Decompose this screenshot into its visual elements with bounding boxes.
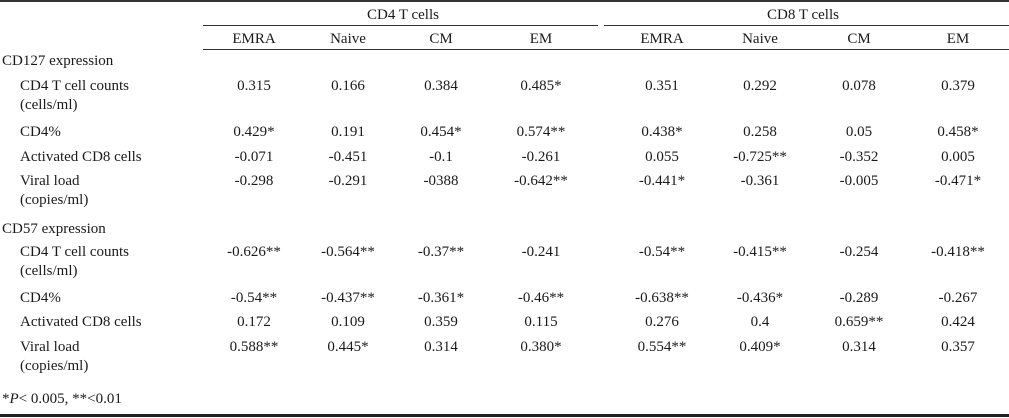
row-label-unit: (copies/ml) (20, 192, 89, 208)
table-cell: 0.409* (739, 339, 781, 355)
row-label-unit: (cells/ml) (20, 263, 78, 279)
row-label: CD4% (20, 290, 61, 306)
table-cell: -0.418** (931, 244, 985, 260)
table-cell: -0.254 (839, 244, 879, 260)
table-cell: -0.298 (234, 173, 274, 189)
column-header: CM (847, 31, 871, 47)
table-cell: -0.436* (736, 290, 784, 306)
table-top-rule (0, 0, 1009, 2)
table-cell: 0.445* (327, 339, 369, 355)
table-cell: 0.115 (524, 314, 558, 330)
row-label: CD4% (20, 124, 61, 140)
row-label-unit: (cells/ml) (20, 97, 78, 113)
table-cell: -0.471* (934, 173, 982, 189)
table-cell: 0.166 (331, 78, 365, 94)
group-header-cd4: CD4 T cells (367, 7, 439, 23)
table-bottom-rule (0, 414, 1009, 417)
table-cell: -0.638** (635, 290, 689, 306)
table-cell: 0.424 (941, 314, 975, 330)
table-cell: 0.005 (941, 149, 975, 165)
table-cell: -0.37** (417, 244, 465, 260)
table-cell: 0.458* (937, 124, 979, 140)
table-cell: -0.54** (638, 244, 686, 260)
table-cell: -0388 (423, 173, 459, 189)
table-cell: 0.454* (420, 124, 462, 140)
table-cell: 0.438* (641, 124, 683, 140)
row-label-unit: (copies/ml) (20, 358, 89, 374)
table-cell: -0.261 (521, 149, 561, 165)
table-cell: -0.415** (733, 244, 787, 260)
table-cell: 0.485* (520, 78, 562, 94)
footnote: *P< 0.005, **<0.01 (2, 390, 122, 408)
table-cell: -0.441* (638, 173, 686, 189)
table-cell: -0.361* (417, 290, 465, 306)
table-cell: 0.359 (424, 314, 458, 330)
table-cell: 0.078 (842, 78, 876, 94)
table-cell: -0.361 (740, 173, 780, 189)
table-cell: 0.574** (516, 124, 566, 140)
table-cell: -0.451 (328, 149, 368, 165)
column-header-rule (203, 49, 1009, 50)
row-label: Viral load (20, 339, 80, 355)
table-cell: 0.315 (237, 78, 271, 94)
column-header: EM (946, 31, 970, 47)
row-label: CD4 T cell counts (20, 78, 130, 94)
table-cell: 0.055 (645, 149, 679, 165)
footnote-star: * (2, 391, 10, 407)
column-header: CM (429, 31, 453, 47)
table-cell: 0.554** (637, 339, 687, 355)
table-cell: 0.588** (229, 339, 279, 355)
table-cell: -0.005 (839, 173, 879, 189)
row-label: CD4 T cell counts (20, 244, 130, 260)
table-cell: -0.564** (321, 244, 375, 260)
table-cell: 0.109 (331, 314, 365, 330)
table-cell: 0.05 (845, 124, 873, 140)
table-cell: -0.54** (230, 290, 278, 306)
section-title: CD127 expression (2, 53, 114, 69)
table-cell: -0.291 (328, 173, 368, 189)
column-header: EM (529, 31, 553, 47)
table-cell: 0.314 (424, 339, 458, 355)
table-cell: -0.1 (429, 149, 453, 165)
table-cell: 0.314 (842, 339, 876, 355)
table-cell: 0.357 (941, 339, 975, 355)
table-cell: 0.380* (520, 339, 562, 355)
group-rule-cd8 (604, 25, 1009, 26)
table-cell: -0.352 (839, 149, 879, 165)
table-cell: -0.46** (517, 290, 565, 306)
row-label: Activated CD8 cells (20, 314, 142, 330)
table-cell: 0.379 (941, 78, 975, 94)
group-header-cd8: CD8 T cells (767, 7, 839, 23)
table-cell: -0.626** (227, 244, 281, 260)
table-cell: 0.4 (750, 314, 770, 330)
table-cell: 0.351 (645, 78, 679, 94)
table-cell: -0.437** (321, 290, 375, 306)
table-cell: 0.429* (233, 124, 275, 140)
table-cell: -0.071 (234, 149, 274, 165)
table-cell: -0.725** (733, 149, 787, 165)
footnote-text: < 0.005, **<0.01 (18, 391, 122, 407)
row-label: Activated CD8 cells (20, 149, 142, 165)
table-cell: -0.267 (938, 290, 978, 306)
table-cell: 0.258 (743, 124, 777, 140)
table-cell: 0.191 (331, 124, 365, 140)
column-header: Naive (742, 31, 778, 47)
table-cell: 0.292 (743, 78, 777, 94)
table-cell: -0.289 (839, 290, 879, 306)
table-cell: -0.642** (514, 173, 568, 189)
footnote-p-symbol: P (9, 391, 19, 407)
table-cell: 0.659** (834, 314, 884, 330)
section-title: CD57 expression (2, 221, 106, 237)
group-rule-cd4 (203, 25, 598, 26)
table-cell: 0.384 (424, 78, 458, 94)
table-cell: 0.172 (237, 314, 271, 330)
table-cell: 0.276 (645, 314, 679, 330)
column-header: EMRA (232, 31, 276, 47)
row-label: Viral load (20, 173, 80, 189)
column-header: EMRA (640, 31, 684, 47)
table-cell: -0.241 (521, 244, 561, 260)
column-header: Naive (330, 31, 366, 47)
